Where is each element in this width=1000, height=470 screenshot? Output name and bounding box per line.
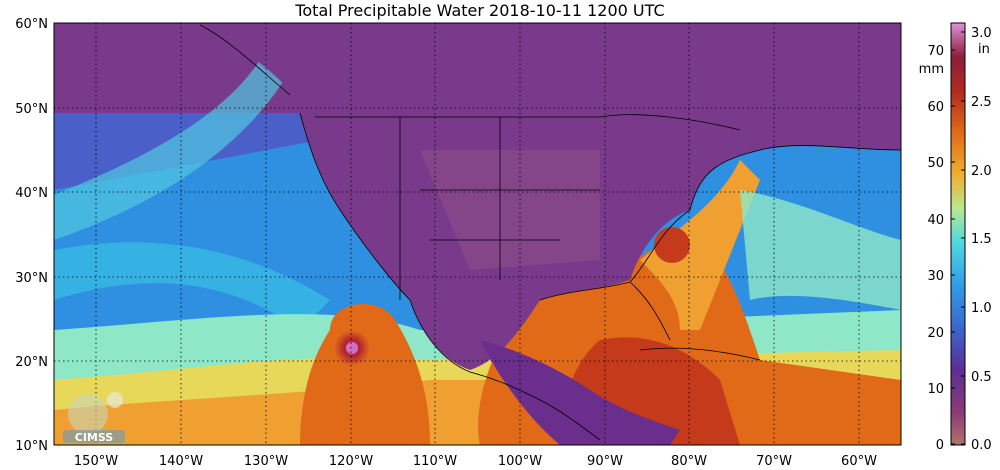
lon-label-120w: 120°W — [329, 454, 373, 469]
cb-in-0.5: 0.5 — [971, 370, 992, 385]
cb-in-3.0: 3.0 — [971, 26, 992, 41]
lon-label-90w: 90°W — [587, 454, 623, 469]
graticule — [54, 23, 901, 445]
cb-in-2.5: 2.5 — [971, 95, 992, 110]
cb-in-unit: in — [978, 42, 990, 57]
lon-labels: 150°W 140°W 130°W 120°W 110°W 100°W 90°W… — [74, 454, 877, 469]
cb-mm-30: 30 — [927, 269, 944, 284]
coastlines — [199, 24, 901, 441]
cb-mm-unit: mm — [919, 62, 944, 77]
cb-mm-0: 0 — [936, 438, 944, 453]
lon-label-140w: 140°W — [159, 454, 203, 469]
cb-in-2.0: 2.0 — [971, 164, 992, 179]
lon-label-110w: 110°W — [413, 454, 457, 469]
lat-label-10: 10°N — [15, 439, 48, 454]
lat-label-20: 20°N — [15, 355, 48, 370]
lon-label-130w: 130°W — [244, 454, 288, 469]
cb-mm-50: 50 — [927, 156, 944, 171]
lon-label-150w: 150°W — [74, 454, 118, 469]
cb-in-1.5: 1.5 — [971, 232, 992, 247]
lat-label-40: 40°N — [15, 186, 48, 201]
lat-label-30: 30°N — [15, 271, 48, 286]
map-frame — [53, 22, 902, 446]
cb-mm-40: 40 — [927, 213, 944, 228]
lon-label-100w: 100°W — [498, 454, 542, 469]
lat-label-60: 60°N — [15, 17, 48, 32]
cb-in-1.0: 1.0 — [971, 301, 992, 316]
cb-mm-70: 70 — [927, 44, 944, 59]
lon-label-80w: 80°W — [671, 454, 707, 469]
cb-mm-20: 20 — [927, 326, 944, 341]
cb-mm-60: 60 — [927, 100, 944, 115]
lat-labels: 60°N 50°N 40°N 30°N 20°N 10°N — [15, 17, 48, 454]
cb-in-0.0: 0.0 — [971, 438, 992, 453]
colorbar-gradient — [950, 22, 966, 446]
cb-mm-10: 10 — [927, 382, 944, 397]
lon-label-70w: 70°W — [756, 454, 792, 469]
lat-label-50: 50°N — [15, 102, 48, 117]
lon-label-60w: 60°W — [841, 454, 877, 469]
cimss-logo-text: CIMSS — [75, 431, 114, 444]
map-title: Total Precipitable Water 2018-10-11 1200… — [295, 1, 665, 20]
colorbar: 70 60 50 40 30 20 10 0 mm 3.0 2.5 2.0 1.… — [919, 22, 992, 453]
cimss-logo: CIMSS — [63, 392, 125, 444]
